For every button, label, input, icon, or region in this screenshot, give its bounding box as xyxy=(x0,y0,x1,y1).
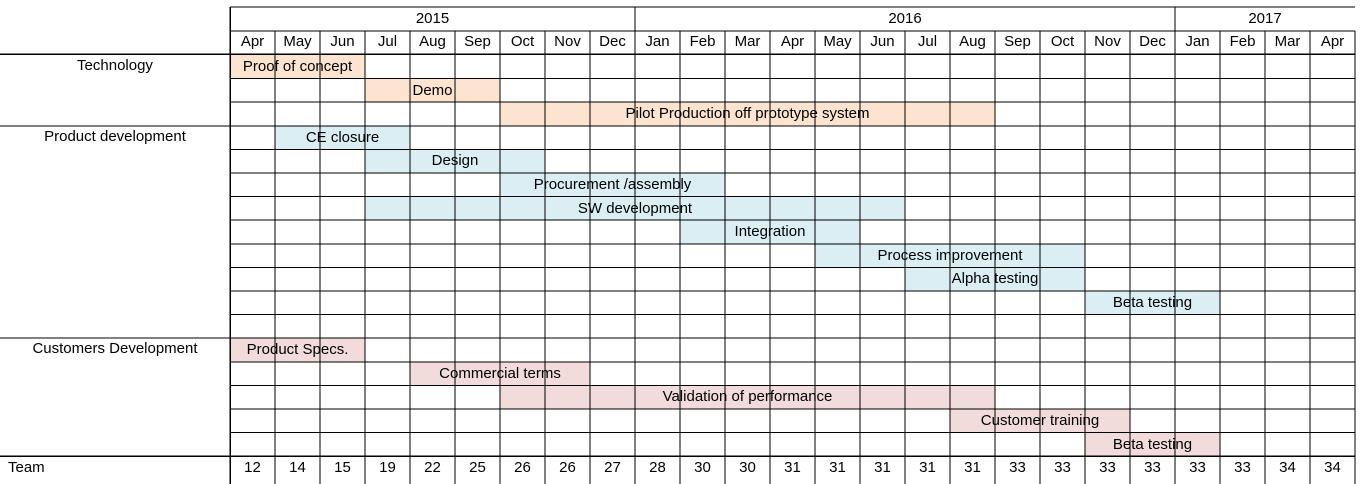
task-bar: Validation of performance xyxy=(500,385,995,409)
team-value: 33 xyxy=(1234,459,1251,477)
team-value: 34 xyxy=(1324,459,1341,477)
month-label: Jan xyxy=(645,33,670,50)
year-label: 2016 xyxy=(888,10,922,27)
month-label: Oct xyxy=(1050,33,1075,50)
month-label: Feb xyxy=(1229,33,1256,50)
year-label: 2015 xyxy=(415,10,450,27)
month-label: Mar xyxy=(734,33,761,50)
month-label: Aug xyxy=(959,33,986,50)
month-label: Mar xyxy=(1274,33,1301,50)
task-bar: Beta testing xyxy=(1085,432,1220,457)
month-label: May xyxy=(823,33,852,50)
section-label: Product development xyxy=(44,127,186,145)
month-label: Dec xyxy=(599,33,626,50)
month-label: Jul xyxy=(377,33,398,50)
month-label: Apr xyxy=(780,33,805,50)
team-value: 33 xyxy=(1054,459,1071,477)
team-label: Team xyxy=(8,459,45,477)
task-bar: CE closure xyxy=(275,125,410,150)
month-label: Jun xyxy=(330,33,355,50)
team-value: 28 xyxy=(649,459,666,477)
team-value: 12 xyxy=(244,459,261,477)
task-bar: Beta testing xyxy=(1085,291,1220,315)
team-value: 30 xyxy=(694,459,711,477)
team-value: 19 xyxy=(379,459,396,477)
team-value: 33 xyxy=(1144,459,1161,477)
team-value: 31 xyxy=(874,459,891,477)
task-bar: Procurement /assembly xyxy=(500,173,725,197)
month-label: Nov xyxy=(1094,33,1121,50)
month-label: Sep xyxy=(464,33,491,50)
team-value: 14 xyxy=(289,459,306,477)
team-value: 34 xyxy=(1279,459,1296,477)
team-value: 25 xyxy=(469,459,486,477)
team-value: 15 xyxy=(334,459,351,477)
month-label: Nov xyxy=(554,33,581,50)
month-label: Jun xyxy=(870,33,895,50)
task-bar: Proof of concept xyxy=(230,55,365,79)
team-value: 31 xyxy=(964,459,981,477)
month-label: Feb xyxy=(689,33,716,50)
team-value: 30 xyxy=(739,459,756,477)
team-value: 22 xyxy=(424,459,441,477)
month-label: Apr xyxy=(1320,33,1345,50)
month-label: Apr xyxy=(240,33,265,50)
month-label: Aug xyxy=(419,33,446,50)
team-value: 26 xyxy=(514,459,531,477)
team-value: 26 xyxy=(559,459,576,477)
task-bar: Demo xyxy=(365,78,500,103)
team-value: 31 xyxy=(784,459,801,477)
team-value: 33 xyxy=(1189,459,1206,477)
team-value: 27 xyxy=(604,459,621,477)
month-label: Oct xyxy=(510,33,535,50)
month-label: Jul xyxy=(917,33,938,50)
month-label: Jan xyxy=(1185,33,1210,50)
section-label: Technology xyxy=(77,57,153,74)
team-value: 33 xyxy=(1009,459,1026,477)
month-label: May xyxy=(283,33,312,50)
month-label: Sep xyxy=(1004,33,1031,50)
team-value: 33 xyxy=(1099,459,1116,477)
month-label: Dec xyxy=(1139,33,1166,50)
year-label: 2017 xyxy=(1248,10,1282,27)
section-label: Customers Development xyxy=(32,340,198,358)
task-bar: Product Specs. xyxy=(230,338,365,362)
task-bar: Pilot Production off prototype system xyxy=(500,102,995,126)
team-value: 31 xyxy=(919,459,936,477)
team-value: 31 xyxy=(829,459,846,477)
